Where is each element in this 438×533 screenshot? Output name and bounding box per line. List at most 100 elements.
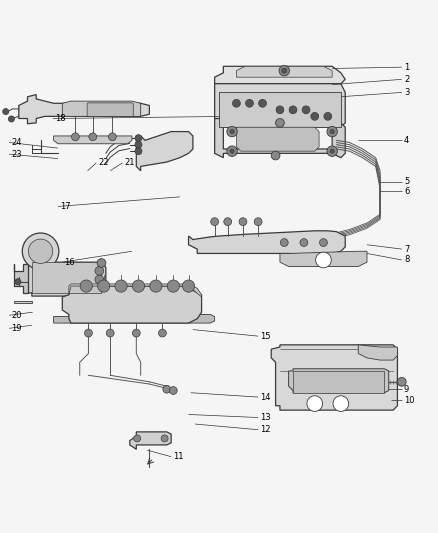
Circle shape <box>159 329 166 337</box>
Circle shape <box>80 280 92 292</box>
Circle shape <box>227 126 237 137</box>
FancyBboxPatch shape <box>87 103 133 116</box>
Polygon shape <box>14 264 28 293</box>
Text: 10: 10 <box>404 395 414 405</box>
Circle shape <box>276 106 284 114</box>
Circle shape <box>230 130 234 134</box>
Text: 7: 7 <box>404 245 410 254</box>
Text: 17: 17 <box>60 202 71 211</box>
Circle shape <box>324 112 332 120</box>
Text: 13: 13 <box>260 413 271 422</box>
Circle shape <box>132 280 145 292</box>
Circle shape <box>302 106 310 114</box>
Circle shape <box>161 435 168 442</box>
Polygon shape <box>219 92 341 127</box>
Circle shape <box>330 149 334 154</box>
Polygon shape <box>358 345 397 360</box>
Text: 5: 5 <box>404 177 409 186</box>
Circle shape <box>300 239 308 246</box>
Circle shape <box>22 233 59 270</box>
Circle shape <box>97 259 106 268</box>
Polygon shape <box>215 118 345 158</box>
Polygon shape <box>130 432 171 449</box>
Text: 8: 8 <box>404 255 410 264</box>
Circle shape <box>95 266 104 275</box>
Circle shape <box>246 99 253 107</box>
Circle shape <box>276 118 284 127</box>
Circle shape <box>150 280 162 292</box>
Text: 22: 22 <box>99 158 109 167</box>
Circle shape <box>330 130 334 134</box>
Circle shape <box>282 68 287 73</box>
Polygon shape <box>62 286 201 323</box>
Text: 4: 4 <box>404 136 409 145</box>
Circle shape <box>135 148 142 155</box>
Circle shape <box>397 377 406 386</box>
Circle shape <box>258 99 266 107</box>
Polygon shape <box>215 84 345 127</box>
Circle shape <box>89 133 97 141</box>
Text: 6: 6 <box>404 187 410 196</box>
Circle shape <box>280 239 288 246</box>
Polygon shape <box>53 136 132 144</box>
Circle shape <box>3 109 9 115</box>
Circle shape <box>135 135 142 142</box>
Text: 11: 11 <box>173 452 184 461</box>
Circle shape <box>327 146 337 156</box>
Circle shape <box>271 151 280 160</box>
Polygon shape <box>188 231 345 254</box>
Text: 20: 20 <box>11 311 22 320</box>
Polygon shape <box>19 94 149 124</box>
Text: 1: 1 <box>404 63 409 71</box>
Circle shape <box>230 149 234 154</box>
Circle shape <box>224 218 232 225</box>
Circle shape <box>106 329 114 337</box>
Circle shape <box>307 396 322 411</box>
Circle shape <box>254 218 262 225</box>
Ellipse shape <box>32 239 49 246</box>
Polygon shape <box>215 66 345 84</box>
Text: 14: 14 <box>260 393 271 401</box>
Polygon shape <box>32 262 102 293</box>
Polygon shape <box>53 314 215 323</box>
Polygon shape <box>62 101 141 116</box>
Polygon shape <box>237 127 319 151</box>
Polygon shape <box>237 66 332 77</box>
Text: 15: 15 <box>260 332 271 341</box>
Circle shape <box>134 435 141 442</box>
Polygon shape <box>271 345 397 410</box>
Circle shape <box>239 218 247 225</box>
Circle shape <box>115 280 127 292</box>
Text: 18: 18 <box>55 114 66 123</box>
Text: 9: 9 <box>404 385 409 394</box>
Circle shape <box>98 280 110 292</box>
Text: 16: 16 <box>64 257 75 266</box>
Circle shape <box>227 146 237 156</box>
Ellipse shape <box>303 243 327 251</box>
Circle shape <box>333 396 349 411</box>
Polygon shape <box>289 369 389 393</box>
Polygon shape <box>136 132 193 171</box>
Polygon shape <box>28 258 106 296</box>
Circle shape <box>211 218 219 225</box>
Circle shape <box>311 112 319 120</box>
Polygon shape <box>14 301 32 303</box>
Circle shape <box>289 106 297 114</box>
Circle shape <box>8 116 14 122</box>
Text: 12: 12 <box>260 425 271 434</box>
Circle shape <box>163 385 171 393</box>
Circle shape <box>320 239 327 246</box>
Circle shape <box>135 141 142 148</box>
Circle shape <box>183 280 194 292</box>
Text: 2: 2 <box>404 75 409 84</box>
Circle shape <box>316 252 331 268</box>
Text: 21: 21 <box>124 158 135 167</box>
Circle shape <box>71 133 79 141</box>
Circle shape <box>233 99 240 107</box>
Text: 19: 19 <box>11 324 22 333</box>
Circle shape <box>28 239 53 263</box>
Circle shape <box>167 280 180 292</box>
Polygon shape <box>69 284 201 297</box>
Circle shape <box>109 133 116 141</box>
Text: 23: 23 <box>11 150 22 159</box>
